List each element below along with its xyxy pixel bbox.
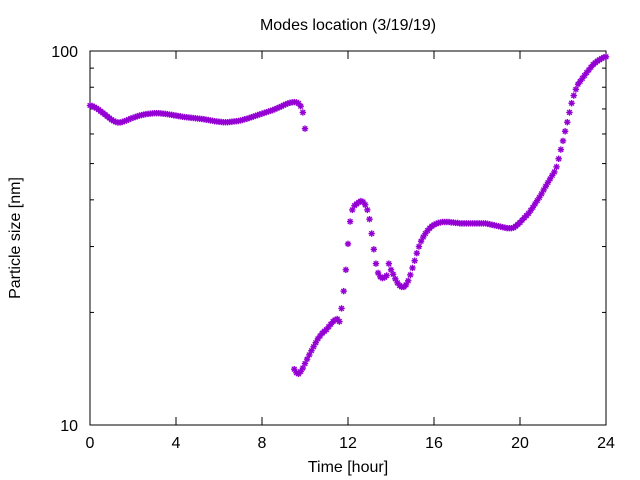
data-point xyxy=(572,86,580,93)
data-point xyxy=(362,201,369,208)
y-tick-label-100: 100 xyxy=(51,44,78,61)
data-point xyxy=(405,277,412,284)
data-point xyxy=(413,249,420,257)
data-point xyxy=(340,287,347,295)
data-point xyxy=(551,168,558,176)
data-point xyxy=(344,240,352,248)
data-point xyxy=(411,257,418,264)
data-point xyxy=(342,266,350,273)
data-point xyxy=(577,78,584,85)
data-point xyxy=(568,100,575,107)
x-tick-label-24: 24 xyxy=(597,435,615,452)
data-point xyxy=(383,272,390,279)
x-tick-label-12: 12 xyxy=(339,435,357,452)
data-point xyxy=(368,230,375,237)
chart-title: Modes location (3/19/19) xyxy=(260,17,436,34)
x-tick-label-16: 16 xyxy=(425,435,443,452)
data-point xyxy=(336,318,343,325)
data-point xyxy=(540,186,547,194)
data-point xyxy=(570,92,577,99)
data-point xyxy=(366,216,373,223)
data-point xyxy=(566,109,573,116)
data-point xyxy=(407,271,414,279)
data-point xyxy=(602,53,610,60)
y-axis-label: Particle size [nm] xyxy=(7,177,24,299)
data-point xyxy=(338,305,345,312)
data-point xyxy=(370,246,377,253)
y-tick-label-10: 10 xyxy=(60,418,78,435)
x-axis-label: Time [hour] xyxy=(308,459,388,476)
axis-tick-labels: 0 4 8 12 16 20 24 10 100 xyxy=(51,44,615,452)
data-point xyxy=(346,218,354,225)
data-point xyxy=(561,128,569,135)
x-tick-label-0: 0 xyxy=(86,435,95,452)
data-point xyxy=(415,243,423,250)
data-points xyxy=(86,53,610,378)
data-point xyxy=(299,109,307,116)
x-tick-label-4: 4 xyxy=(172,435,181,452)
data-point xyxy=(557,146,565,153)
data-point xyxy=(385,260,393,267)
data-point xyxy=(372,260,380,267)
x-tick-label-8: 8 xyxy=(258,435,267,452)
axis-ticks xyxy=(89,50,607,426)
data-point xyxy=(297,102,304,110)
data-point xyxy=(364,206,371,214)
data-point xyxy=(389,271,397,278)
data-point xyxy=(409,264,416,272)
data-point xyxy=(564,119,571,126)
x-tick-label-20: 20 xyxy=(511,435,529,452)
data-point xyxy=(392,275,399,282)
data-point xyxy=(553,163,560,171)
data-point xyxy=(555,155,562,162)
data-point xyxy=(301,125,309,132)
data-point xyxy=(559,137,567,145)
plot-area-frame xyxy=(89,50,607,426)
